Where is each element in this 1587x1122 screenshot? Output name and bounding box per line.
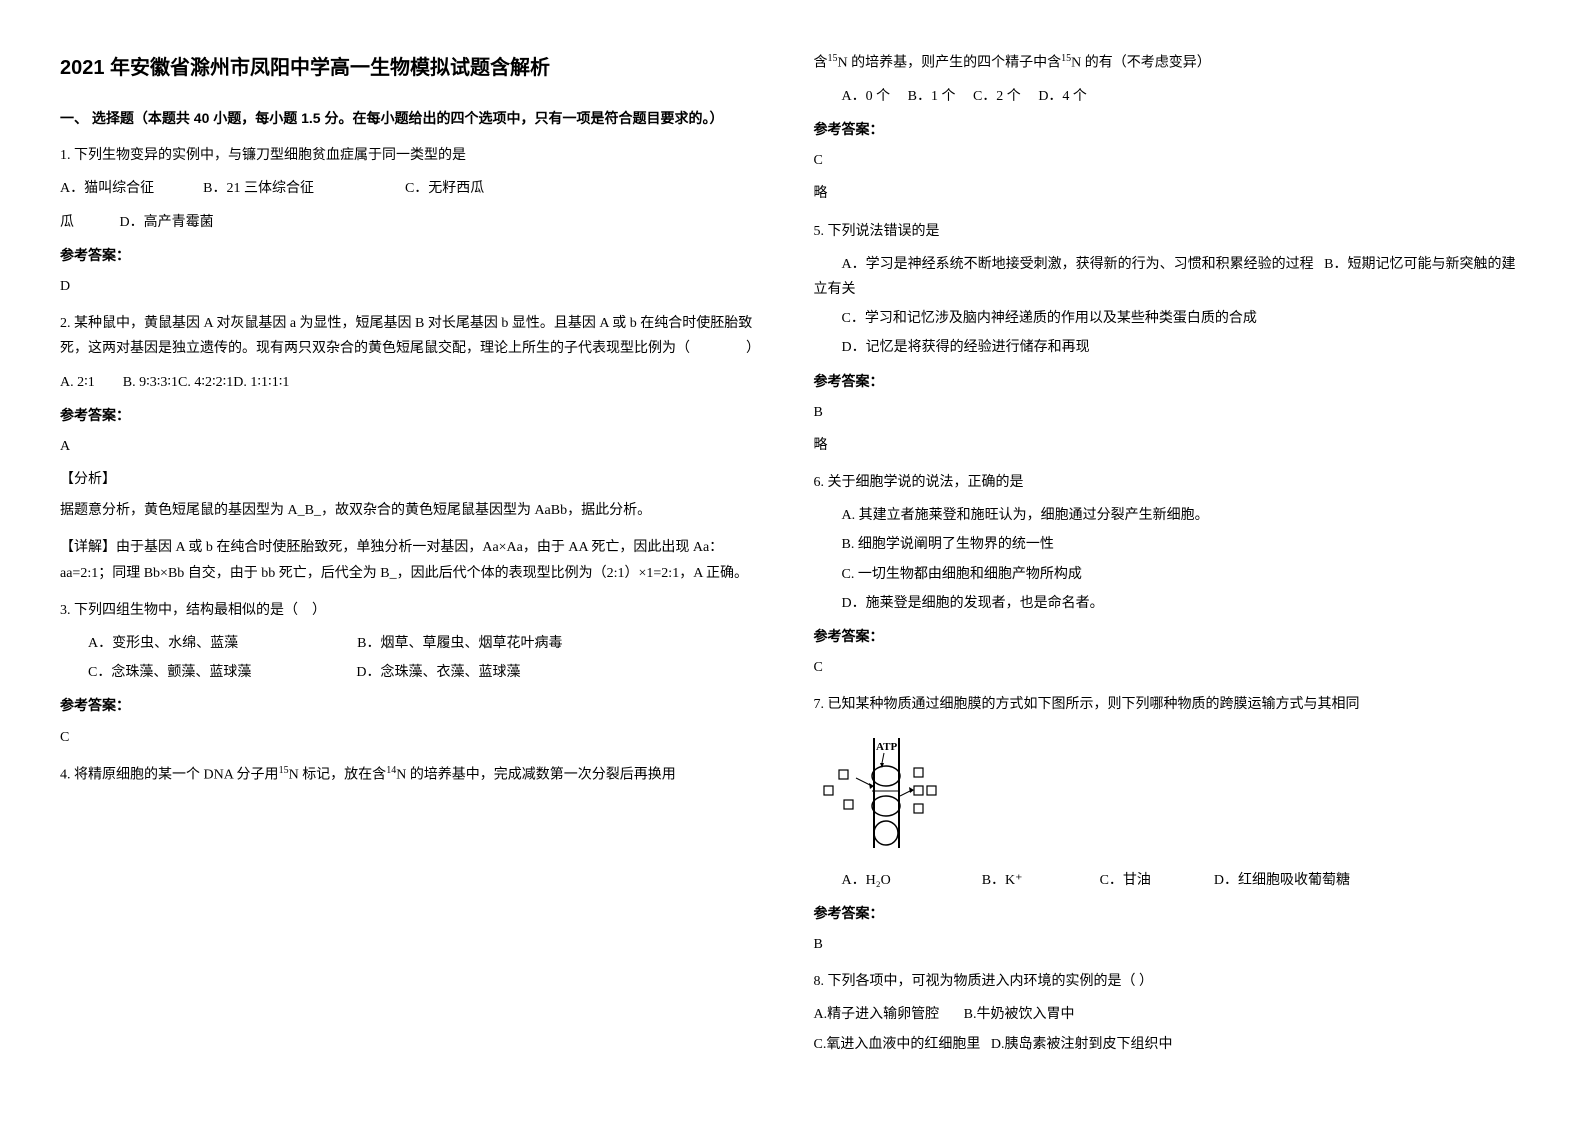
question-text: 5. 下列说法错误的是	[814, 219, 1528, 244]
option-c: C.氧进入血液中的红细胞里	[814, 1037, 981, 1052]
answer-label: 参考答案：	[60, 693, 774, 718]
option-c: C．无籽西瓜	[405, 181, 484, 196]
isotope-n: N	[289, 767, 299, 782]
option-d: D．红细胞吸收葡萄糖	[1214, 873, 1350, 888]
question-text: 7. 已知某种物质通过细胞膜的方式如下图所示，则下列哪种物质的跨膜运输方式与其相…	[814, 692, 1528, 717]
option-b: B. 细胞学说阐明了生物界的统一性	[814, 532, 1528, 557]
note: 略	[814, 181, 1528, 206]
answer-value: A	[60, 434, 774, 459]
option-c: C．念珠藻、颤藻、蓝球藻	[88, 665, 251, 680]
isotope-15n: 15	[828, 53, 838, 64]
q4-part2: 标记，放在含	[302, 767, 386, 782]
option-b: B．烟草、草履虫、烟草花叶病毒	[357, 636, 562, 651]
question-6: 6. 关于细胞学说的说法，正确的是 A. 其建立者施莱登和施旺认为，细胞通过分裂…	[814, 470, 1528, 680]
question-2: 2. 某种鼠中，黄鼠基因 A 对灰鼠基因 a 为显性，短尾基因 B 对长尾基因 …	[60, 311, 774, 586]
answer-label: 参考答案：	[60, 403, 774, 428]
option-a: A．学习是神经系统不断地接受刺激，获得新的行为、习惯和积累经验的过程	[842, 257, 1314, 272]
atp-label: ATP	[876, 741, 897, 753]
left-column: 2021 年安徽省滁州市凤阳中学高一生物模拟试题含解析 一、 选择题（本题共 4…	[60, 50, 774, 1069]
answer-label: 参考答案：	[814, 117, 1528, 142]
right-column: 含15N 的培养基，则产生的四个精子中含15N 的有（不考虑变异） A．0 个 …	[814, 50, 1528, 1069]
option-c: C．学习和记忆涉及脑内神经递质的作用以及某些种类蛋白质的合成	[814, 306, 1528, 331]
main-title: 2021 年安徽省滁州市凤阳中学高一生物模拟试题含解析	[60, 50, 774, 86]
option-d: D．高产青霉菌	[120, 215, 214, 230]
question-text: 6. 关于细胞学说的说法，正确的是	[814, 470, 1528, 495]
option-d: D．施莱登是细胞的发现者，也是命名者。	[814, 591, 1528, 616]
q4-part4: 含	[814, 56, 828, 71]
option-a: A．0 个	[842, 89, 891, 104]
q4-part6: 的有（不考虑变异）	[1085, 56, 1211, 71]
answer-label: 参考答案：	[814, 901, 1528, 926]
option-b: B.牛奶被饮入胃中	[964, 1007, 1075, 1022]
answer-value: C	[60, 725, 774, 750]
detail-text: 由于基因 A 或 b 在纯合时使胚胎致死，单独分析一对基因，Aa×Aa，由于 A…	[60, 540, 748, 580]
note: 略	[814, 433, 1528, 458]
isotope-14n: 14	[386, 765, 396, 776]
option-b: B．1 个	[908, 89, 956, 104]
q4-part5: 的培养基，则产生的四个精子中含	[851, 56, 1061, 71]
option-d: D．记忆是将获得的经验进行储存和再现	[814, 335, 1528, 360]
option-c: C. 一切生物都由细胞和细胞产物所构成	[814, 562, 1528, 587]
isotope-n: N	[396, 767, 406, 782]
q4-part3: 的培养基中，完成减数第一次分裂后再换用	[410, 767, 676, 782]
question-1: 1. 下列生物变异的实例中，与镰刀型细胞贫血症属于同一类型的是 A．猫叫综合征 …	[60, 143, 774, 299]
question-3: 3. 下列四组生物中，结构最相似的是（ ） A．变形虫、水绵、蓝藻 B．烟草、草…	[60, 598, 774, 750]
answer-value: B	[814, 400, 1528, 425]
option-b: B．21 三体综合征	[203, 181, 314, 196]
option-line: A．变形虫、水绵、蓝藻 B．烟草、草履虫、烟草花叶病毒	[60, 631, 774, 656]
question-5: 5. 下列说法错误的是 A．学习是神经系统不断地接受刺激，获得新的行为、习惯和积…	[814, 219, 1528, 459]
option-d: D．4 个	[1038, 89, 1087, 104]
analysis-detail: 【详解】由于基因 A 或 b 在纯合时使胚胎致死，单独分析一对基因，Aa×Aa，…	[60, 535, 774, 585]
question-text: 2. 某种鼠中，黄鼠基因 A 对灰鼠基因 a 为显性，短尾基因 B 对长尾基因 …	[60, 311, 774, 361]
question-8: 8. 下列各项中，可视为物质进入内环境的实例的是（ ） A.精子进入输卵管腔 B…	[814, 969, 1528, 1057]
option-c: C．甘油	[1100, 873, 1151, 888]
answer-label: 参考答案：	[814, 369, 1528, 394]
option-line: A．学习是神经系统不断地接受刺激，获得新的行为、习惯和积累经验的过程 B．短期记…	[814, 252, 1528, 302]
membrane-transport-diagram: ATP	[814, 728, 974, 858]
answer-value: C	[814, 148, 1528, 173]
question-text: 3. 下列四组生物中，结构最相似的是（ ）	[60, 598, 774, 623]
option-line: C.氧进入血液中的红细胞里 D.胰岛素被注射到皮下组织中	[814, 1032, 1528, 1057]
isotope-n: N	[838, 56, 848, 71]
option-a: A.精子进入输卵管腔	[814, 1007, 940, 1022]
answer-value: D	[60, 274, 774, 299]
analysis-text: 据题意分析，黄色短尾鼠的基因型为 A_B_，故双杂合的黄色短尾鼠基因型为 AaB…	[60, 498, 774, 523]
answer-value: C	[814, 655, 1528, 680]
option-b: B．K⁺	[982, 873, 1023, 888]
question-4-cont: 含15N 的培养基，则产生的四个精子中含15N 的有（不考虑变异） A．0 个 …	[814, 50, 1528, 207]
answer-label: 参考答案：	[60, 243, 774, 268]
question-7: 7. 已知某种物质通过细胞膜的方式如下图所示，则下列哪种物质的跨膜运输方式与其相…	[814, 692, 1528, 957]
option-a: A. 其建立者施莱登和施旺认为，细胞通过分裂产生新细胞。	[814, 503, 1528, 528]
option-d: D．念珠藻、衣藻、蓝球藻	[356, 665, 520, 680]
detail-label: 【详解】	[60, 540, 116, 555]
question-4: 4. 将精原细胞的某一个 DNA 分子用15N 标记，放在含14N 的培养基中，…	[60, 762, 774, 788]
options: A. 2∶1 B. 9∶3∶3∶1C. 4∶2∶2∶1D. 1∶1∶1∶1	[60, 370, 774, 395]
question-text: 4. 将精原细胞的某一个 DNA 分子用15N 标记，放在含14N 的培养基中，…	[60, 762, 774, 788]
isotope-15n: 15	[279, 765, 289, 776]
analysis-label: 【分析】	[60, 467, 774, 492]
option-a: A．变形虫、水绵、蓝藻	[88, 636, 238, 651]
question-text: 1. 下列生物变异的实例中，与镰刀型细胞贫血症属于同一类型的是	[60, 143, 774, 168]
answer-value: B	[814, 932, 1528, 957]
q4-part1: 4. 将精原细胞的某一个 DNA 分子用	[60, 767, 279, 782]
option-a: A．H₂O	[842, 873, 891, 888]
question-text: 含15N 的培养基，则产生的四个精子中含15N 的有（不考虑变异）	[814, 50, 1528, 76]
option-a: A．猫叫综合征	[60, 181, 154, 196]
options: A．H₂O B．K⁺ C．甘油 D．红细胞吸收葡萄糖	[814, 868, 1528, 893]
options: A．0 个 B．1 个 C．2 个 D．4 个	[814, 84, 1528, 109]
isotope-15n: 15	[1061, 53, 1071, 64]
option-line: A.精子进入输卵管腔 B.牛奶被饮入胃中	[814, 1002, 1528, 1027]
answer-label: 参考答案：	[814, 624, 1528, 649]
options: A．猫叫综合征 B．21 三体综合征 C．无籽西瓜	[60, 176, 774, 201]
option-d: D.胰岛素被注射到皮下组织中	[991, 1037, 1173, 1052]
question-text: 8. 下列各项中，可视为物质进入内环境的实例的是（ ）	[814, 969, 1528, 994]
option-c: C．2 个	[973, 89, 1021, 104]
options: 瓜 D．高产青霉菌	[60, 210, 774, 235]
option-line: C．念珠藻、颤藻、蓝球藻 D．念珠藻、衣藻、蓝球藻	[60, 660, 774, 685]
isotope-n: N	[1071, 56, 1081, 71]
section-header: 一、 选择题（本题共 40 小题，每小题 1.5 分。在每小题给出的四个选项中，…	[60, 106, 774, 131]
